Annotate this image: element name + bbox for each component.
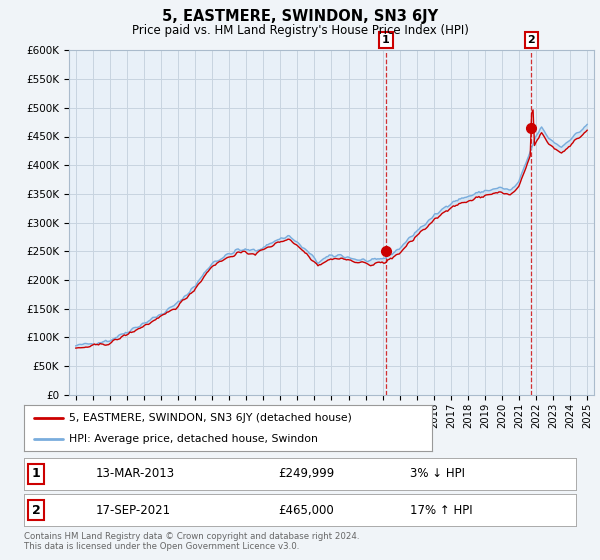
Text: Price paid vs. HM Land Registry's House Price Index (HPI): Price paid vs. HM Land Registry's House …	[131, 24, 469, 36]
Text: 2: 2	[32, 503, 41, 517]
Text: 2: 2	[527, 35, 535, 45]
Text: 5, EASTMERE, SWINDON, SN3 6JY: 5, EASTMERE, SWINDON, SN3 6JY	[162, 9, 438, 24]
Text: 13-MAR-2013: 13-MAR-2013	[96, 467, 175, 480]
Text: 5, EASTMERE, SWINDON, SN3 6JY (detached house): 5, EASTMERE, SWINDON, SN3 6JY (detached …	[69, 413, 352, 423]
Text: Contains HM Land Registry data © Crown copyright and database right 2024.
This d: Contains HM Land Registry data © Crown c…	[24, 532, 359, 552]
Text: 17-SEP-2021: 17-SEP-2021	[96, 503, 171, 517]
Text: 1: 1	[382, 35, 390, 45]
Text: 3% ↓ HPI: 3% ↓ HPI	[410, 467, 466, 480]
Text: 1: 1	[32, 467, 41, 480]
Text: 17% ↑ HPI: 17% ↑ HPI	[410, 503, 473, 517]
Text: £249,999: £249,999	[278, 467, 334, 480]
Text: HPI: Average price, detached house, Swindon: HPI: Average price, detached house, Swin…	[69, 435, 318, 444]
Text: £465,000: £465,000	[278, 503, 334, 517]
